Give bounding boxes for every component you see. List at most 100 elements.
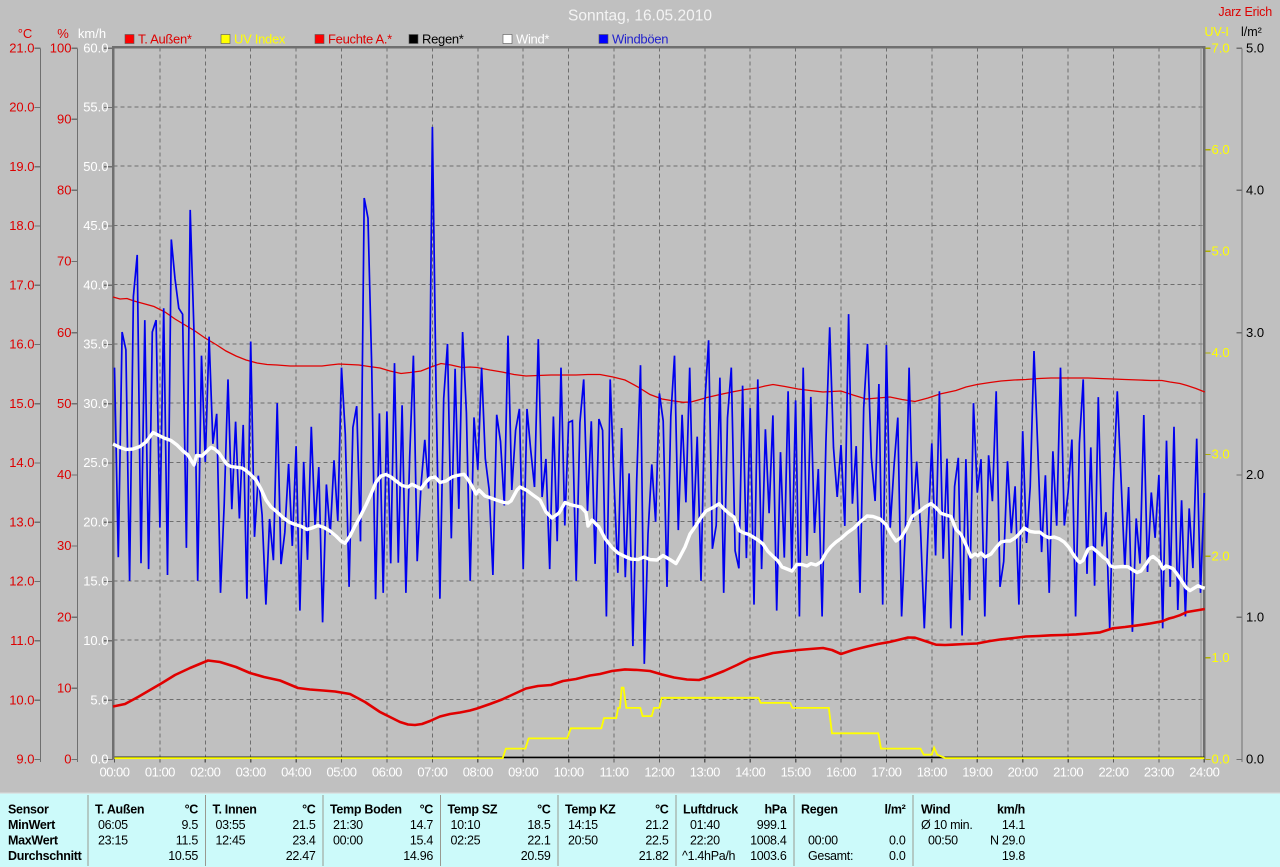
- svg-text:19.8: 19.8: [1002, 849, 1025, 863]
- svg-text:21.2: 21.2: [645, 818, 668, 832]
- svg-text:Temp KZ: Temp KZ: [565, 803, 616, 817]
- svg-text:20.59: 20.59: [521, 849, 551, 863]
- svg-text:10:00: 10:00: [554, 765, 584, 780]
- svg-text:00:50: 00:50: [928, 834, 958, 848]
- svg-text:00:00: 00:00: [333, 834, 363, 848]
- svg-text:1003.6: 1003.6: [750, 849, 787, 863]
- svg-text:01:00: 01:00: [145, 765, 175, 780]
- svg-text:°C: °C: [655, 803, 669, 817]
- svg-text:100: 100: [50, 40, 72, 55]
- svg-text:18:00: 18:00: [917, 765, 947, 780]
- svg-text:Temp Boden: Temp Boden: [330, 803, 402, 817]
- svg-text:06:00: 06:00: [372, 765, 402, 780]
- svg-text:50.0: 50.0: [83, 159, 108, 174]
- svg-text:04:00: 04:00: [281, 765, 311, 780]
- svg-text:Sensor: Sensor: [8, 803, 49, 817]
- svg-text:40: 40: [57, 467, 71, 482]
- svg-text:9.0: 9.0: [16, 752, 34, 767]
- svg-text:11:00: 11:00: [599, 765, 628, 780]
- svg-text:11.5: 11.5: [176, 834, 199, 848]
- svg-text:1008.4: 1008.4: [750, 834, 787, 848]
- svg-text:22.1: 22.1: [527, 834, 550, 848]
- svg-text:%: %: [57, 26, 69, 41]
- svg-text:Jarz Erich: Jarz Erich: [1218, 5, 1272, 19]
- svg-text:°C: °C: [420, 803, 434, 817]
- svg-text:14.1: 14.1: [1002, 818, 1025, 832]
- svg-text:24:00: 24:00: [1189, 765, 1219, 780]
- svg-text:19.0: 19.0: [9, 159, 34, 174]
- svg-text:Feuchte A.*: Feuchte A.*: [328, 32, 392, 47]
- svg-text:20:50: 20:50: [568, 834, 598, 848]
- svg-text:20.0: 20.0: [9, 100, 34, 115]
- svg-text:Wind: Wind: [921, 803, 950, 817]
- svg-text:Durchschnitt: Durchschnitt: [8, 849, 83, 863]
- svg-text:°C: °C: [185, 803, 199, 817]
- svg-text:5.0: 5.0: [1212, 244, 1230, 259]
- svg-text:km/h: km/h: [78, 26, 106, 41]
- svg-text:10: 10: [57, 680, 71, 695]
- svg-text:17.0: 17.0: [9, 277, 34, 292]
- svg-text:70: 70: [57, 254, 71, 269]
- svg-text:15.4: 15.4: [410, 834, 433, 848]
- svg-text:14:00: 14:00: [735, 765, 765, 780]
- svg-text:5.0: 5.0: [1246, 40, 1264, 55]
- svg-text:08:00: 08:00: [463, 765, 493, 780]
- svg-text:22.5: 22.5: [645, 834, 668, 848]
- svg-text:999.1: 999.1: [757, 818, 787, 832]
- svg-text:03:00: 03:00: [236, 765, 266, 780]
- svg-text:30.0: 30.0: [83, 396, 108, 411]
- svg-text:N 29.0: N 29.0: [990, 834, 1025, 848]
- svg-text:02:00: 02:00: [190, 765, 220, 780]
- svg-text:MinWert: MinWert: [8, 818, 56, 832]
- svg-text:18.5: 18.5: [527, 818, 550, 832]
- svg-text:UV Index: UV Index: [234, 32, 286, 47]
- svg-text:15:00: 15:00: [781, 765, 811, 780]
- svg-text:23:00: 23:00: [1144, 765, 1174, 780]
- svg-text:l/m²: l/m²: [884, 803, 905, 817]
- svg-text:00:00: 00:00: [808, 834, 838, 848]
- svg-text:5.0: 5.0: [90, 692, 108, 707]
- svg-text:7.0: 7.0: [1212, 40, 1230, 55]
- svg-text:13:00: 13:00: [690, 765, 720, 780]
- svg-text:15.0: 15.0: [83, 574, 108, 589]
- svg-text:06:05: 06:05: [98, 818, 128, 832]
- svg-text:55.0: 55.0: [83, 100, 108, 115]
- svg-text:hPa: hPa: [764, 803, 787, 817]
- svg-text:Regen: Regen: [801, 803, 838, 817]
- svg-text:14.7: 14.7: [410, 818, 433, 832]
- svg-text:12:00: 12:00: [644, 765, 674, 780]
- svg-text:0: 0: [64, 752, 71, 767]
- svg-text:Regen*: Regen*: [422, 32, 464, 47]
- svg-text:Windböen: Windböen: [612, 32, 668, 47]
- svg-text:12:45: 12:45: [216, 834, 246, 848]
- svg-text:MaxWert: MaxWert: [8, 834, 59, 848]
- svg-text:°C: °C: [18, 26, 33, 41]
- svg-text:17:00: 17:00: [871, 765, 901, 780]
- svg-text:20: 20: [57, 609, 71, 624]
- svg-text:0.0: 0.0: [1212, 752, 1230, 767]
- svg-text:Ø 10 min.: Ø 10 min.: [921, 818, 973, 832]
- svg-text:16:00: 16:00: [826, 765, 856, 780]
- svg-text:45.0: 45.0: [83, 218, 108, 233]
- svg-text:20.0: 20.0: [83, 515, 108, 530]
- svg-text:20:00: 20:00: [1008, 765, 1038, 780]
- svg-text:22:00: 22:00: [1098, 765, 1128, 780]
- svg-text:19:00: 19:00: [962, 765, 992, 780]
- svg-text:UV-I: UV-I: [1205, 25, 1229, 39]
- svg-text:Luftdruck: Luftdruck: [683, 803, 738, 817]
- svg-text:10.0: 10.0: [83, 633, 108, 648]
- svg-text:60.0: 60.0: [83, 40, 108, 55]
- svg-text:12.0: 12.0: [9, 574, 34, 589]
- svg-text:00:00: 00:00: [99, 765, 129, 780]
- svg-text:07:00: 07:00: [417, 765, 447, 780]
- svg-text:T. Außen*: T. Außen*: [138, 32, 192, 47]
- svg-text:21.0: 21.0: [9, 40, 34, 55]
- svg-text:10.55: 10.55: [168, 849, 198, 863]
- svg-text:°C: °C: [302, 803, 316, 817]
- svg-text:21:00: 21:00: [1053, 765, 1083, 780]
- svg-text:90: 90: [57, 111, 71, 126]
- svg-text:02:25: 02:25: [451, 834, 481, 848]
- svg-text:10:10: 10:10: [451, 818, 481, 832]
- svg-text:Temp SZ: Temp SZ: [448, 803, 498, 817]
- svg-text:16.0: 16.0: [9, 337, 34, 352]
